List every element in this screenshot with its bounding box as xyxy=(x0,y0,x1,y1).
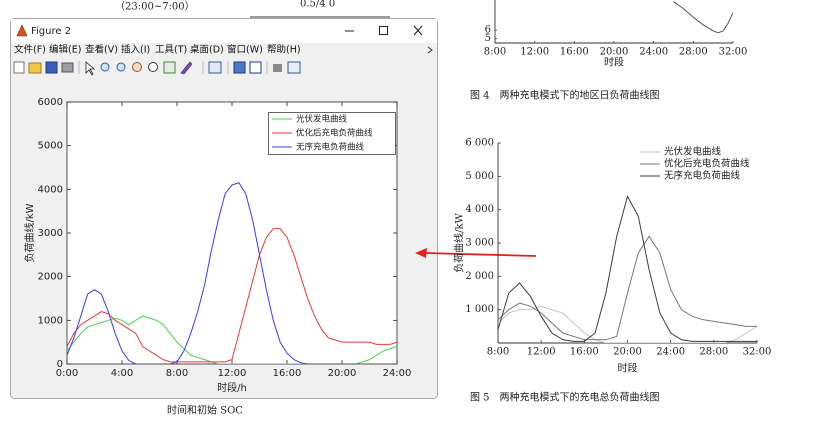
x-tick-label: 16:00 xyxy=(570,347,599,358)
y-tick-label: 4 000 xyxy=(465,204,494,215)
menu-item[interactable]: 窗口(W) xyxy=(227,44,263,56)
legend-label: 光伏发电曲线 xyxy=(664,146,722,158)
close-button[interactable] xyxy=(413,25,423,36)
annotation-arrowhead xyxy=(415,248,427,258)
toolbar-icon[interactable] xyxy=(233,61,246,74)
x-tick-label: 32:00 xyxy=(719,47,748,58)
title-bar xyxy=(11,19,437,43)
y-tick-label: 5000 xyxy=(38,141,63,152)
series-line xyxy=(498,194,757,342)
toolbar-icon[interactable] xyxy=(180,61,193,75)
chart: 0 1000 2000 3000 4000 5000 6000 0:00 4:00 8:00 12:… xyxy=(23,97,411,394)
legend-label: 光伏发电曲线 xyxy=(296,114,348,125)
menu-item[interactable]: 帮助(H) xyxy=(267,44,301,56)
maximize-button[interactable] xyxy=(379,26,388,35)
y-tick-label: 2000 xyxy=(38,272,63,283)
toolbar-icon[interactable] xyxy=(116,62,126,72)
app-icon xyxy=(16,24,28,37)
x-tick-label: 12:00 xyxy=(520,47,549,58)
toolbar-icon[interactable] xyxy=(61,62,74,73)
figure-caption: 图 5 两种充电模式下的充电总负荷曲线图 xyxy=(470,391,660,404)
series-line xyxy=(67,228,397,363)
x-tick-label: 28:00 xyxy=(679,47,708,58)
legend-label: 无序充电负荷曲线 xyxy=(664,170,741,182)
x-axis-label: 时段 xyxy=(618,362,638,375)
y-tick-label: 5 000 xyxy=(465,171,494,182)
x-tick-label: 24:00 xyxy=(656,347,685,358)
toolbar-icon[interactable] xyxy=(249,61,262,74)
y-tick-label: 3 000 xyxy=(465,238,494,249)
legend-label: 优化后充电负荷曲线 xyxy=(296,128,373,139)
x-tick-label: 24:00 xyxy=(383,368,412,379)
top-note: （23:00~7:00） xyxy=(115,1,195,13)
series-line xyxy=(673,1,733,34)
x-tick-label: 28:00 xyxy=(699,347,728,358)
x-tick-label: 24:00 xyxy=(639,47,668,58)
chart: 56 8:00 12:00 16:00 20:00 24:00 28:00 32:00 时段 xyxy=(484,0,748,69)
toolbar-icon[interactable] xyxy=(287,61,301,74)
toolbar xyxy=(13,61,301,76)
toolbar-icon[interactable] xyxy=(85,61,96,76)
menu-overflow[interactable] xyxy=(427,46,433,54)
y-tick-label: 1 000 xyxy=(465,304,494,315)
figure-caption: 图 4 两种充电模式下的地区日负荷曲线图 xyxy=(470,89,660,102)
y-tick-label: 1000 xyxy=(38,315,63,326)
x-tick-label: 12:00 xyxy=(527,347,556,358)
y-tick-label: 3000 xyxy=(38,228,63,239)
window-title: Figure 2 xyxy=(31,26,71,37)
x-tick-label: 20:00 xyxy=(600,47,629,58)
legend-label: 优化后充电负荷曲线 xyxy=(664,158,750,170)
chart: 1 000 2 000 3 000 4 000 5 000 6 000 8:00 12:00 1… xyxy=(453,138,772,375)
x-tick-label: 20:00 xyxy=(328,368,357,379)
x-axis-label: 时段/h xyxy=(217,381,247,394)
toolbar-icon[interactable] xyxy=(163,61,176,74)
toolbar-icon[interactable] xyxy=(13,61,25,74)
x-tick-label: 20:00 xyxy=(613,347,642,358)
y-tick-label: 6 xyxy=(485,25,491,36)
toolbar-icon[interactable] xyxy=(28,62,42,74)
x-tick-label: 12:00 xyxy=(218,368,247,379)
series-line xyxy=(498,305,757,343)
y-tick-label: 4000 xyxy=(38,184,63,195)
menu-item[interactable]: 编辑(E) xyxy=(49,44,81,56)
bottom-note: 时间和初始 SOC xyxy=(167,404,243,417)
x-tick-label: 16:00 xyxy=(273,368,302,379)
y-axis-label: 负荷曲线/kW xyxy=(453,212,466,272)
toolbar-icon[interactable] xyxy=(273,64,282,72)
menu-bar: 文件(F) 编辑(E) 查看(V) 插入(I) 工具(T) 桌面(D) 窗口(W… xyxy=(14,44,433,56)
x-tick-label: 16:00 xyxy=(560,47,589,58)
menu-item[interactable]: 文件(F) xyxy=(14,44,46,56)
series-line xyxy=(67,315,397,364)
x-tick-label: 8:00 xyxy=(487,347,509,358)
toolbar-icon[interactable] xyxy=(148,62,158,72)
x-tick-label: 0:00 xyxy=(56,368,78,379)
x-tick-label: 32:00 xyxy=(743,347,772,358)
y-axis-label: 负荷曲线/kW xyxy=(23,203,36,262)
y-tick-label: 6 000 xyxy=(465,138,494,149)
top-value: 0.5/4 0 xyxy=(300,0,335,10)
x-axis-label: 时段 xyxy=(604,56,624,69)
series-line xyxy=(498,235,757,341)
y-tick-label: 5 xyxy=(485,33,491,44)
legend-label: 无序充电负荷曲线 xyxy=(296,142,365,153)
series-line xyxy=(67,182,397,364)
x-tick-label: 8:00 xyxy=(166,368,188,379)
x-tick-label: 4:00 xyxy=(111,368,133,379)
menu-item[interactable]: 插入(I) xyxy=(121,44,150,56)
y-tick-label: 0 xyxy=(57,359,63,370)
x-tick-label: 8:00 xyxy=(484,47,506,58)
menu-item[interactable]: 查看(V) xyxy=(85,44,118,56)
toolbar-icon[interactable] xyxy=(45,61,58,74)
annotation-arrow xyxy=(424,252,537,257)
menu-item[interactable]: 桌面(D) xyxy=(190,44,224,56)
toolbar-icon[interactable] xyxy=(100,62,110,72)
y-tick-label: 6000 xyxy=(38,97,63,108)
toolbar-icon[interactable] xyxy=(132,62,142,72)
y-tick-label: 2 000 xyxy=(465,271,494,282)
toolbar-icon[interactable] xyxy=(208,61,222,74)
menu-item[interactable]: 工具(T) xyxy=(155,45,187,56)
